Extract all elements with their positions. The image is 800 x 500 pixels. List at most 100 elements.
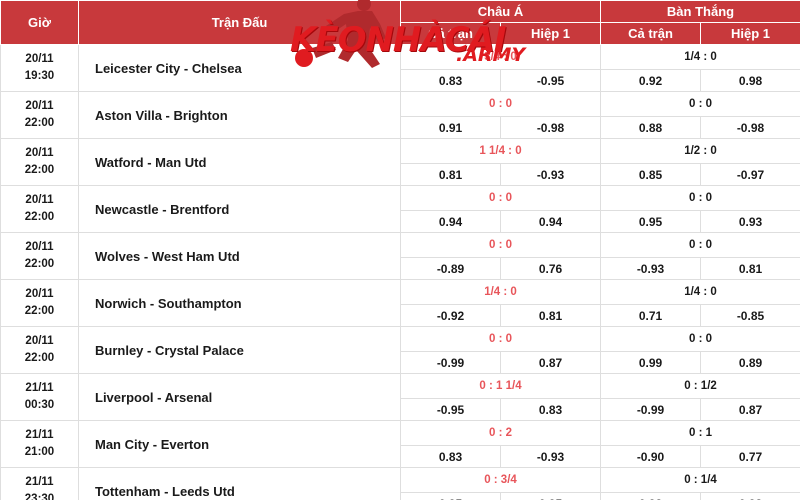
cell-match-name[interactable]: Leicester City - Chelsea [78,44,401,92]
cell-odds-asian-firsthalf-away[interactable]: 0.87 [700,398,800,421]
match-date: 21/11 [25,382,54,394]
match-time: 22:00 [24,164,55,176]
cell-odds-asian-firsthalf-away[interactable]: 0.93 [700,210,800,233]
cell-odds-asian-firsthalf-home[interactable]: 0.99 [600,351,701,374]
table-row-odds[interactable]: 0.83-0.950.920.98-0.990.87-0.950.85 [1,69,800,92]
table-header: Giờ Trận Đấu Châu Á Bàn Thắng Cả trận Hi… [0,0,800,45]
cell-handicap-asian-fulltime[interactable]: 0 : 0 [400,185,601,211]
match-date: 20/11 [25,147,54,159]
cell-odds-asian-fulltime-home[interactable]: 0.81 [400,163,501,186]
cell-odds-asian-fulltime-away[interactable]: 0.95 [500,492,601,500]
cell-handicap-asian-firsthalf[interactable]: 0 : 1/2 [600,373,800,399]
cell-odds-asian-fulltime-home[interactable]: -0.99 [400,351,501,374]
cell-odds-asian-fulltime-home[interactable]: 0.95 [400,492,501,500]
cell-odds-asian-fulltime-home[interactable]: -0.89 [400,257,501,280]
cell-odds-asian-firsthalf-home[interactable]: 0.92 [600,492,701,500]
cell-odds-asian-firsthalf-away[interactable]: 0.89 [700,351,800,374]
table-row[interactable]: 20/11 22:00 Norwich - Southampton 1/4 : 0 1/… [0,279,800,327]
cell-handicap-asian-firsthalf[interactable]: 0 : 0 [600,232,800,258]
cell-kickoff-time: 21/11 21:00 [0,420,79,468]
cell-handicap-asian-fulltime[interactable]: 0 : 1 1/4 [400,373,601,399]
table-row[interactable]: 20/11 22:00 Watford - Man Utd 1 1/4 : 0 1/2 … [0,138,800,186]
cell-handicap-asian-firsthalf[interactable]: 0 : 0 [600,185,800,211]
cell-handicap-asian-fulltime[interactable]: 3/4 : 0 [400,44,601,70]
cell-match-name[interactable]: Burnley - Crystal Palace [78,326,401,374]
cell-odds-asian-fulltime-away[interactable]: -0.93 [500,163,601,186]
cell-handicap-asian-firsthalf[interactable]: 0 : 1/4 [600,467,800,493]
header-asian-fulltime: Cả trận [400,22,501,45]
cell-handicap-asian-firsthalf[interactable]: 0 : 0 [600,91,800,117]
table-row-odds[interactable]: 0.950.950.920.98-0.990.890.80-0.91 [1,492,800,500]
cell-handicap-asian-fulltime[interactable]: 0 : 0 [400,326,601,352]
cell-odds-asian-firsthalf-away[interactable]: -0.85 [700,304,800,327]
table-row[interactable]: 21/11 00:30 Liverpool - Arsenal 0 : 1 1/4 0 … [0,373,800,421]
cell-odds-asian-fulltime-home[interactable]: -0.95 [400,398,501,421]
cell-match-name[interactable]: Liverpool - Arsenal [78,373,401,421]
cell-odds-asian-firsthalf-home[interactable]: -0.90 [600,445,701,468]
cell-odds-asian-firsthalf-home[interactable]: -0.99 [600,398,701,421]
cell-odds-asian-firsthalf-away[interactable]: -0.98 [700,116,800,139]
cell-odds-asian-fulltime-away[interactable]: 0.76 [500,257,601,280]
cell-odds-asian-firsthalf-away[interactable]: 0.98 [700,69,800,92]
cell-odds-asian-firsthalf-home[interactable]: 0.71 [600,304,701,327]
cell-handicap-asian-firsthalf[interactable]: 0 : 1 [600,420,800,446]
cell-odds-asian-fulltime-away[interactable]: -0.98 [500,116,601,139]
cell-handicap-asian-fulltime[interactable]: 0 : 0 [400,232,601,258]
cell-match-name[interactable]: Tottenham - Leeds Utd [78,467,401,500]
cell-match-name[interactable]: Man City - Everton [78,420,401,468]
cell-odds-asian-fulltime-home[interactable]: 0.94 [400,210,501,233]
table-row-odds[interactable]: 0.83-0.93-0.900.770.980.900.80-0.91 [1,445,800,468]
cell-odds-asian-firsthalf-away[interactable]: 0.77 [700,445,800,468]
match-date: 21/11 [25,429,54,441]
table-row[interactable]: 21/11 23:30 Tottenham - Leeds Utd 0 : 3/4 0 … [0,467,800,500]
table-row-odds[interactable]: 0.940.940.950.930.970.931.000.88 [1,210,800,233]
cell-match-name[interactable]: Newcastle - Brentford [78,185,401,233]
cell-handicap-asian-firsthalf[interactable]: 1/4 : 0 [600,44,800,70]
cell-odds-asian-fulltime-home[interactable]: -0.92 [400,304,501,327]
table-row-odds[interactable]: -0.990.870.990.890.970.93-0.880.74 [1,351,800,374]
cell-match-name[interactable]: Wolves - West Ham Utd [78,232,401,280]
cell-odds-asian-fulltime-away[interactable]: 0.81 [500,304,601,327]
cell-odds-asian-firsthalf-home[interactable]: 0.88 [600,116,701,139]
cell-odds-asian-fulltime-away[interactable]: 0.87 [500,351,601,374]
cell-odds-asian-fulltime-away[interactable]: -0.93 [500,445,601,468]
cell-match-name[interactable]: Aston Villa - Brighton [78,91,401,139]
cell-kickoff-time: 20/11 22:00 [0,138,79,186]
match-time: 19:30 [24,70,55,82]
cell-match-name[interactable]: Watford - Man Utd [78,138,401,186]
cell-odds-asian-fulltime-home[interactable]: 0.91 [400,116,501,139]
cell-handicap-asian-fulltime[interactable]: 0 : 2 [400,420,601,446]
table-row[interactable]: 20/11 19:30 Leicester City - Chelsea 3/4 : … [0,44,800,92]
cell-odds-asian-fulltime-home[interactable]: 0.83 [400,445,501,468]
cell-odds-asian-firsthalf-away[interactable]: -0.97 [700,163,800,186]
header-match: Trận Đấu [78,0,401,45]
match-time: 22:00 [24,211,55,223]
table-row-odds[interactable]: -0.890.76-0.930.81-0.960.84-0.990.87 [1,257,800,280]
cell-odds-asian-fulltime-away[interactable]: 0.83 [500,398,601,421]
cell-odds-asian-firsthalf-home[interactable]: -0.93 [600,257,701,280]
cell-handicap-asian-fulltime[interactable]: 0 : 0 [400,91,601,117]
cell-handicap-asian-firsthalf[interactable]: 1/2 : 0 [600,138,800,164]
cell-handicap-asian-fulltime[interactable]: 1 1/4 : 0 [400,138,601,164]
cell-handicap-asian-fulltime[interactable]: 1/4 : 0 [400,279,601,305]
cell-match-name[interactable]: Norwich - Southampton [78,279,401,327]
cell-handicap-asian-fulltime[interactable]: 0 : 3/4 [400,467,601,493]
cell-odds-asian-firsthalf-home[interactable]: 0.92 [600,69,701,92]
cell-odds-asian-firsthalf-away[interactable]: 0.98 [700,492,800,500]
match-time: 23:30 [24,493,55,500]
match-time: 22:00 [24,117,55,129]
cell-odds-asian-fulltime-home[interactable]: 0.83 [400,69,501,92]
cell-odds-asian-fulltime-away[interactable]: -0.95 [500,69,601,92]
cell-odds-asian-fulltime-away[interactable]: 0.94 [500,210,601,233]
cell-odds-asian-firsthalf-home[interactable]: 0.95 [600,210,701,233]
cell-handicap-asian-firsthalf[interactable]: 1/4 : 0 [600,279,800,305]
cell-odds-asian-firsthalf-away[interactable]: 0.81 [700,257,800,280]
cell-handicap-asian-firsthalf[interactable]: 0 : 0 [600,326,800,352]
cell-odds-asian-firsthalf-home[interactable]: 0.85 [600,163,701,186]
